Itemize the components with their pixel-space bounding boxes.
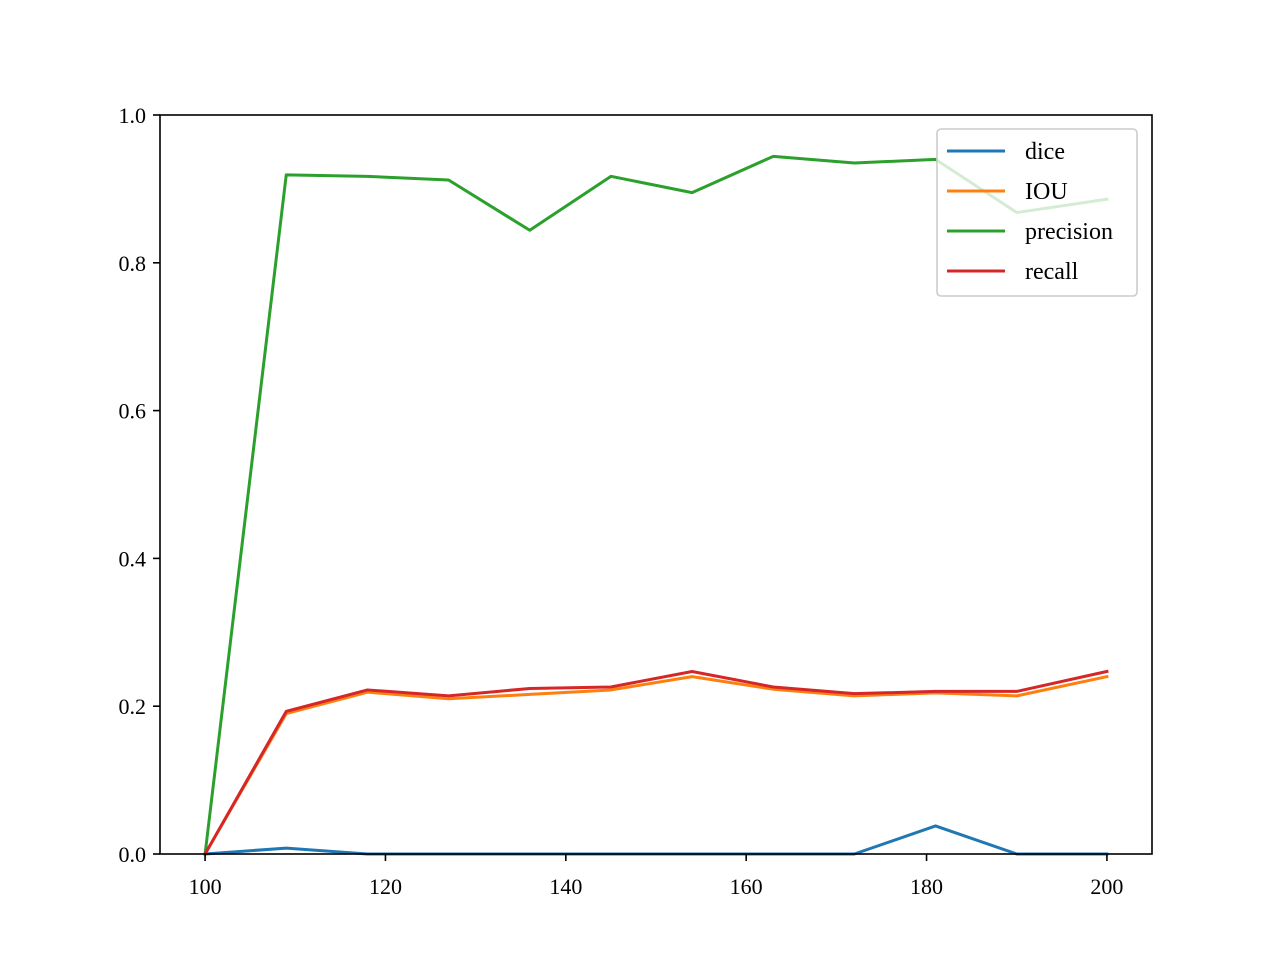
y-tick-label: 0.0 [119, 842, 147, 867]
legend-label-dice: dice [1025, 139, 1065, 165]
y-tick-label: 0.4 [119, 546, 147, 571]
y-tick-label: 0.6 [119, 399, 147, 424]
axis-layer: 100 120 140 160 180 200 0.0 0.2 0.4 0.6 0.8 1.0 [119, 103, 1124, 899]
legend-label-recall: recall [1025, 259, 1079, 285]
x-tick-label: 140 [549, 874, 582, 899]
legend: dice IOU precision recall [936, 128, 1138, 297]
legend-label-precision: precision [1025, 219, 1113, 245]
x-tick-label: 180 [910, 874, 943, 899]
x-tick-label: 100 [189, 874, 222, 899]
y-tick-label: 0.2 [119, 694, 147, 719]
x-tick-label: 120 [369, 874, 402, 899]
plot-frame [159, 114, 1153, 855]
series-line-iou [203, 674, 1109, 857]
y-tick-label: 1.0 [119, 103, 147, 128]
legend-label-iou: IOU [1025, 179, 1068, 205]
x-tick-label: 160 [730, 874, 763, 899]
x-tick-label: 200 [1090, 874, 1123, 899]
legend-box [936, 128, 1138, 297]
series-line-recall [203, 669, 1109, 857]
y-tick-label: 0.8 [119, 251, 147, 276]
